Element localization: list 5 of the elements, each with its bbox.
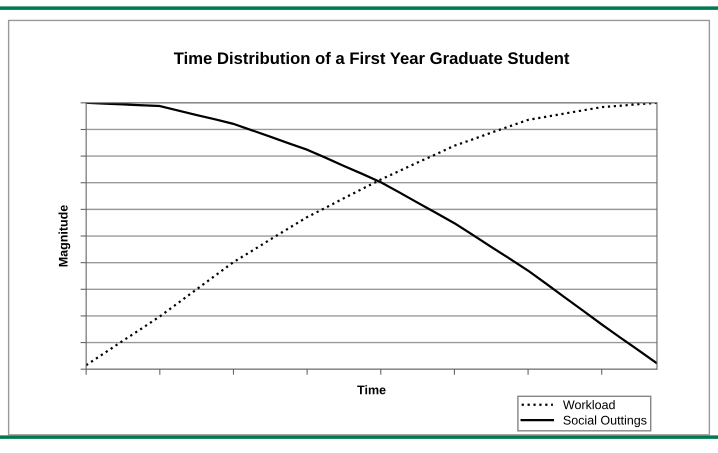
x-axis-title: Time <box>357 385 386 394</box>
legend-label: Social Outtings <box>563 415 647 428</box>
legend-label: Workload <box>562 400 615 410</box>
y-axis-title: Magnitude <box>58 205 70 266</box>
chart-title: Time Distribution of a First Year Graduate Student <box>174 52 570 64</box>
